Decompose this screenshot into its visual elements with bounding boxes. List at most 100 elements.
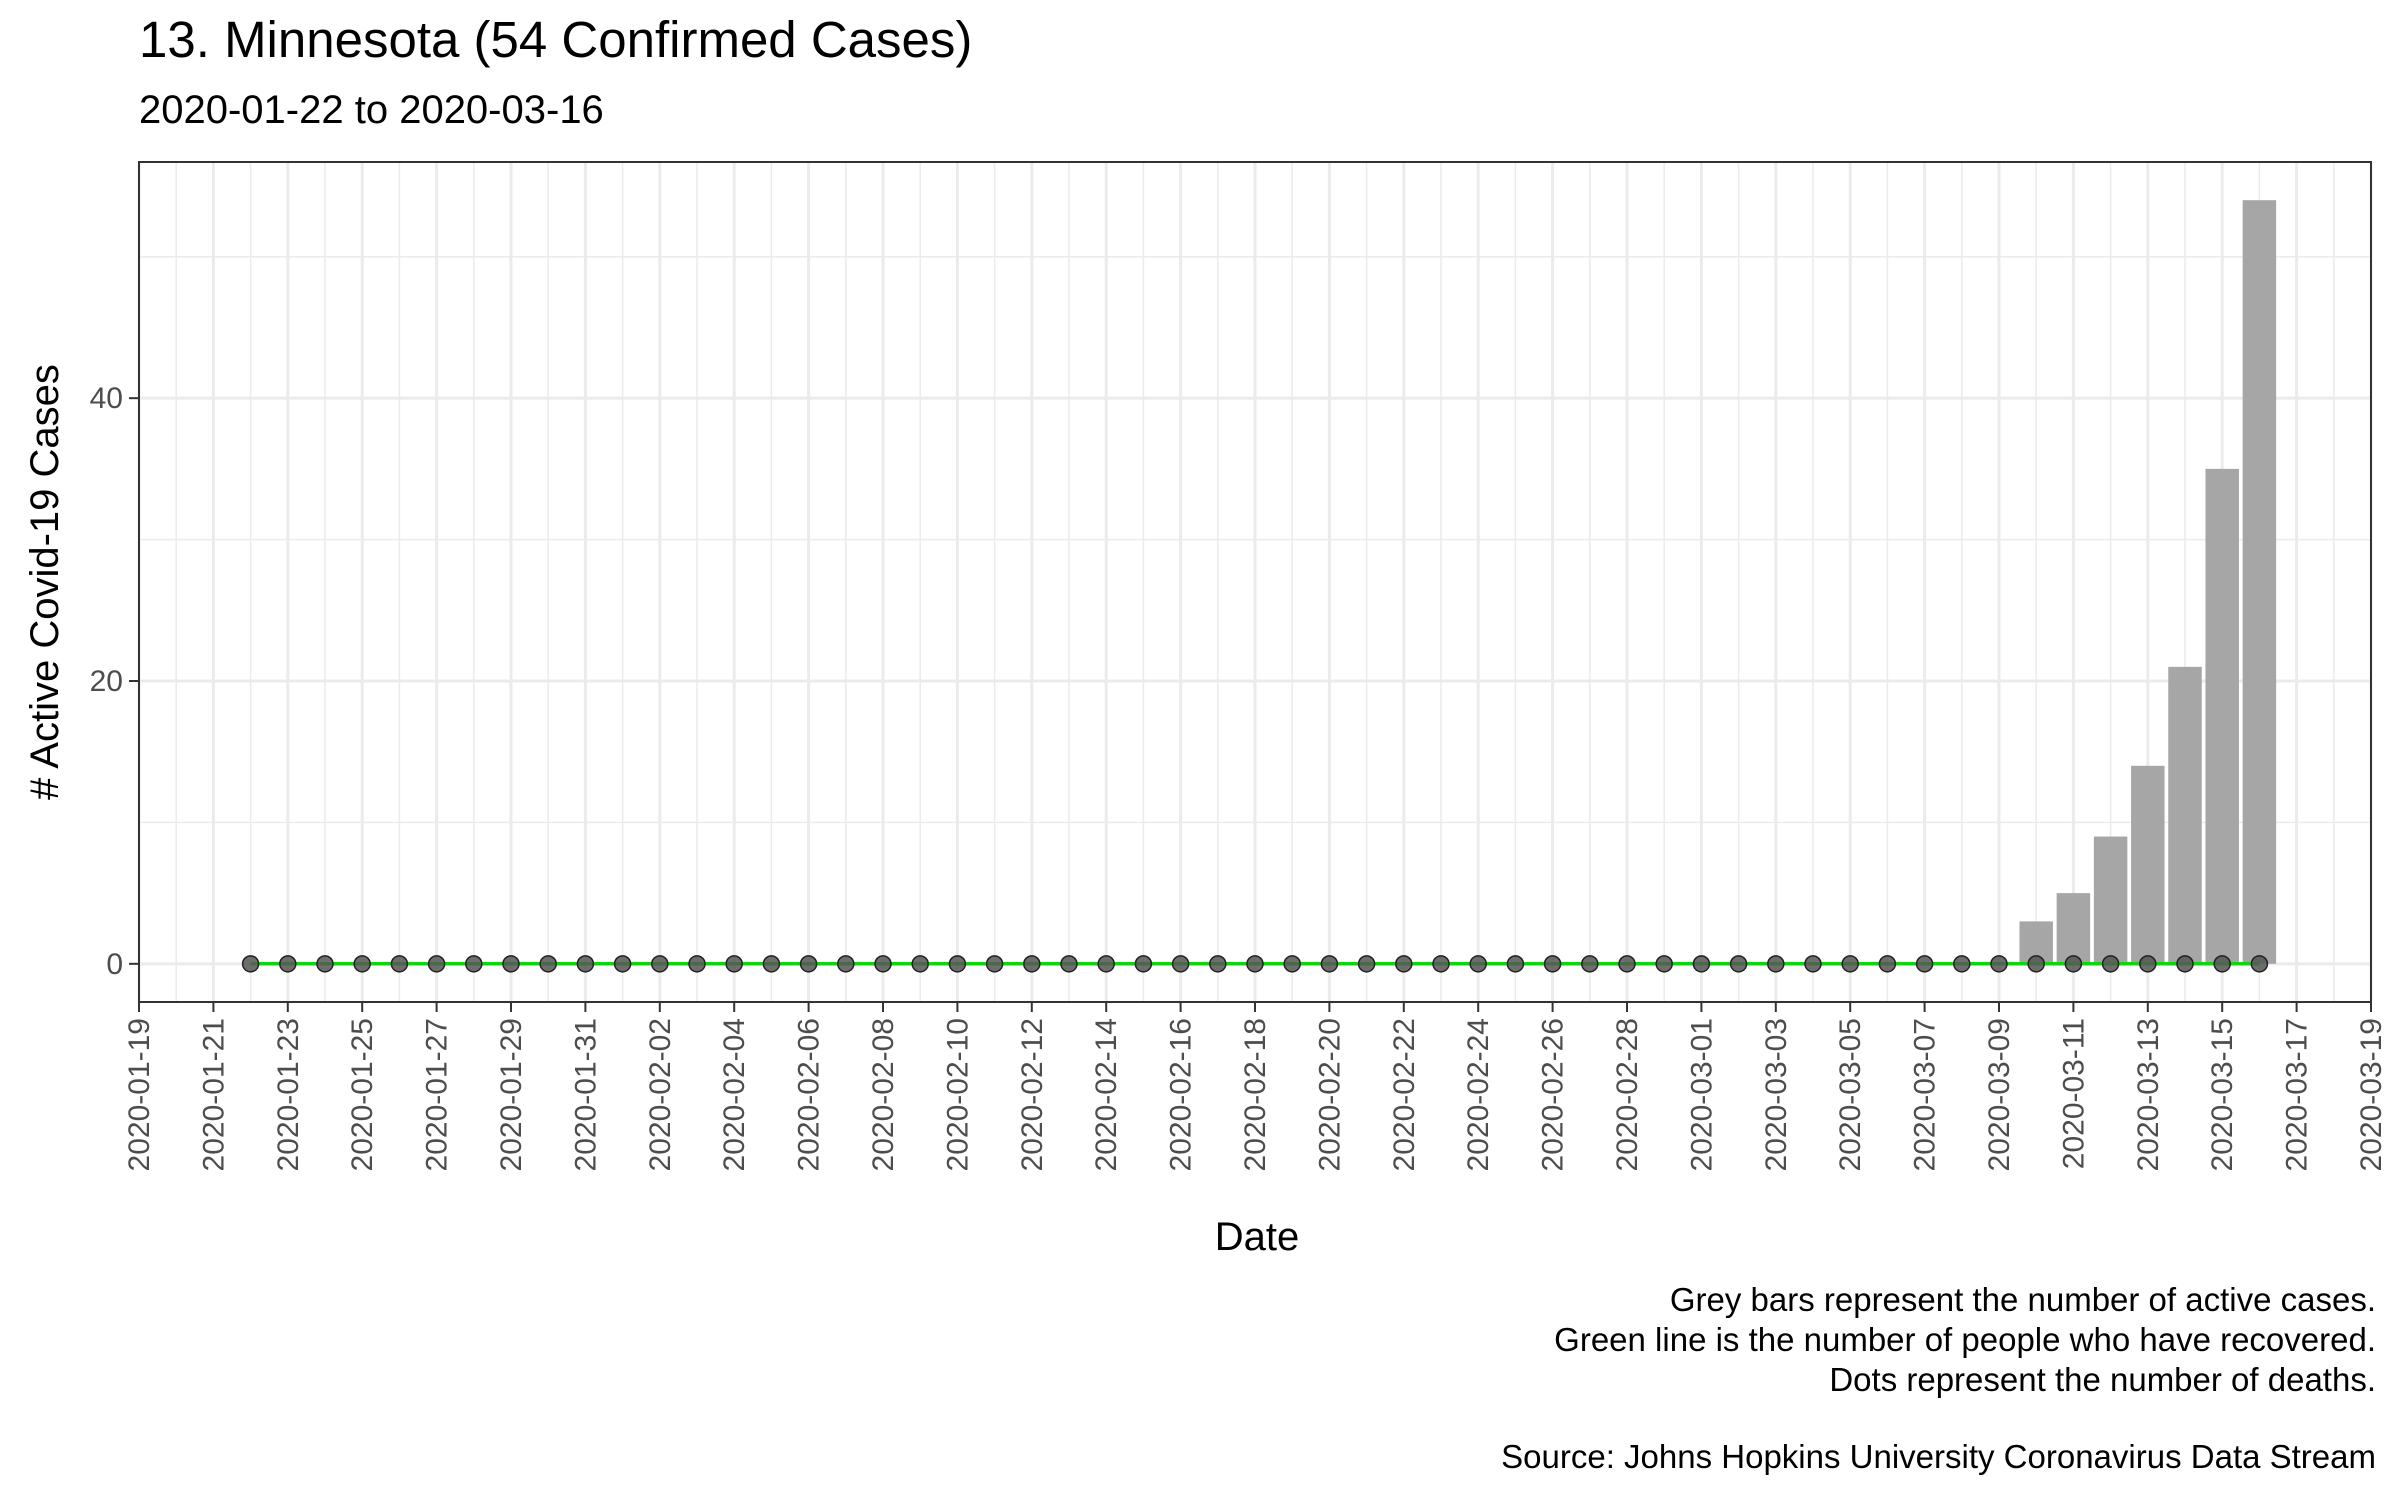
- x-tick-label: 2020-02-10: [941, 1018, 974, 1171]
- deaths-dot: [353, 955, 371, 973]
- deaths-dot: [985, 955, 1004, 973]
- grid-layer: [137, 162, 2373, 1002]
- x-tick-label: 2020-02-12: [1016, 1018, 1049, 1171]
- x-tick-label: 2020-02-14: [1090, 1018, 1123, 1171]
- y-tick-label: 40: [90, 382, 123, 415]
- x-tick-label: 2020-02-04: [718, 1018, 751, 1171]
- deaths-dot: [2064, 955, 2083, 973]
- chart-title: 13. Minnesota (54 Confirmed Cases): [139, 11, 973, 68]
- deaths-dot: [1209, 955, 1227, 973]
- deaths-dot: [1097, 955, 1115, 973]
- caption-line-bars: Grey bars represent the number of active…: [1669, 1281, 2376, 1318]
- x-tick-label: 2020-01-21: [197, 1018, 230, 1171]
- deaths-dot: [2213, 955, 2231, 973]
- y-tick-label: 0: [106, 948, 123, 981]
- deaths-dot: [1320, 955, 1339, 973]
- deaths-dot: [502, 955, 520, 973]
- caption-line-deaths: Dots represent the number of deaths.: [1829, 1361, 2376, 1398]
- x-tick-label: 2020-03-05: [1834, 1018, 1867, 1171]
- deaths-dot: [1692, 955, 1711, 973]
- deaths-dot: [799, 955, 818, 973]
- axis-layer: 0 20 40 2020-01-19 2020-01-21 2020-01-23 2020-…: [90, 382, 2388, 1171]
- x-tick-label: 2020-03-01: [1685, 1018, 1718, 1171]
- deaths-dot: [1469, 955, 1487, 973]
- deaths-dot: [1990, 955, 2008, 973]
- deaths-dot: [1357, 955, 1376, 973]
- x-tick-label: 2020-02-06: [793, 1018, 826, 1171]
- deaths-dot: [874, 955, 892, 973]
- x-tick-label: 2020-02-16: [1165, 1018, 1198, 1171]
- x-axis-title: Date: [1215, 1215, 1300, 1259]
- deaths-dot: [1915, 955, 1934, 973]
- x-tick-label: 2020-02-26: [1537, 1018, 1570, 1171]
- deaths-dot: [390, 955, 409, 973]
- deaths-dot: [837, 955, 855, 973]
- deaths-dot-layer: [241, 955, 2269, 973]
- deaths-dot: [1283, 955, 1301, 973]
- deaths-dot: [1023, 955, 1041, 973]
- x-tick-label: 2020-01-19: [123, 1018, 156, 1171]
- deaths-dot: [651, 955, 669, 973]
- deaths-dot: [465, 955, 483, 973]
- deaths-dot: [1432, 955, 1450, 973]
- x-tick-label: 2020-02-18: [1239, 1018, 1272, 1171]
- x-tick-label: 2020-03-13: [2132, 1018, 2165, 1171]
- deaths-dot: [2027, 955, 2045, 973]
- x-tick-label: 2020-02-20: [1313, 1018, 1346, 1171]
- bar-layer: [2019, 200, 2277, 964]
- deaths-dot: [2250, 955, 2269, 973]
- caption-line-recovered: Green line is the number of people who h…: [1554, 1321, 2376, 1358]
- x-tick-label: 2020-02-08: [867, 1018, 900, 1171]
- deaths-dot: [1841, 955, 1859, 973]
- active-cases-bar: [2168, 666, 2202, 964]
- y-axis-title: # Active Covid-19 Cases: [23, 364, 67, 800]
- deaths-dot: [762, 955, 781, 973]
- x-tick-label: 2020-02-24: [1462, 1018, 1495, 1171]
- active-cases-bar: [2242, 200, 2277, 964]
- deaths-dot: [1729, 955, 1748, 973]
- deaths-dot: [1543, 955, 1562, 973]
- x-tick-label: 2020-02-28: [1611, 1018, 1644, 1171]
- deaths-dot: [1060, 955, 1078, 973]
- x-tick-label: 2020-03-07: [1909, 1018, 1942, 1171]
- active-cases-bar: [2056, 893, 2091, 964]
- deaths-dot: [725, 955, 743, 973]
- deaths-dot: [1878, 955, 1897, 973]
- deaths-dot: [316, 955, 334, 973]
- deaths-dot: [1506, 955, 1525, 973]
- deaths-dot: [2101, 955, 2120, 973]
- x-tick-label: 2020-03-17: [2281, 1018, 2314, 1171]
- x-tick-label: 2020-01-29: [495, 1018, 528, 1171]
- x-tick-label: 2020-01-23: [272, 1018, 305, 1171]
- deaths-dot: [688, 955, 706, 973]
- deaths-dot: [911, 955, 929, 973]
- x-tick-label: 2020-03-09: [1983, 1018, 2016, 1171]
- x-tick-label: 2020-02-02: [644, 1018, 677, 1171]
- deaths-dot: [539, 955, 557, 973]
- deaths-dot: [1655, 955, 1673, 973]
- deaths-dot: [1767, 955, 1785, 973]
- chart-subtitle: 2020-01-22 to 2020-03-16: [139, 88, 604, 132]
- caption-source: Source: Johns Hopkins University Coronav…: [1501, 1438, 2376, 1475]
- deaths-dot: [279, 955, 297, 973]
- deaths-dot: [2176, 955, 2194, 973]
- deaths-dot: [1246, 955, 1264, 973]
- deaths-dot: [948, 955, 967, 973]
- x-tick-label: 2020-02-22: [1388, 1018, 1421, 1171]
- deaths-dot: [1395, 955, 1413, 973]
- deaths-dot: [1171, 955, 1190, 973]
- deaths-dot: [1134, 955, 1153, 973]
- active-cases-bar: [2093, 836, 2128, 964]
- deaths-dot: [2139, 955, 2157, 973]
- deaths-dot: [427, 955, 446, 973]
- x-tick-label: 2020-03-15: [2206, 1018, 2239, 1171]
- x-tick-label: 2020-03-19: [2355, 1018, 2388, 1171]
- deaths-dot: [241, 955, 260, 973]
- active-cases-bar: [2205, 468, 2239, 964]
- x-tick-label: 2020-01-27: [421, 1018, 454, 1171]
- deaths-dot: [1953, 955, 1971, 973]
- deaths-dot: [1618, 955, 1636, 973]
- x-tick-label: 2020-01-31: [569, 1018, 602, 1171]
- x-tick-label: 2020-01-25: [346, 1018, 379, 1171]
